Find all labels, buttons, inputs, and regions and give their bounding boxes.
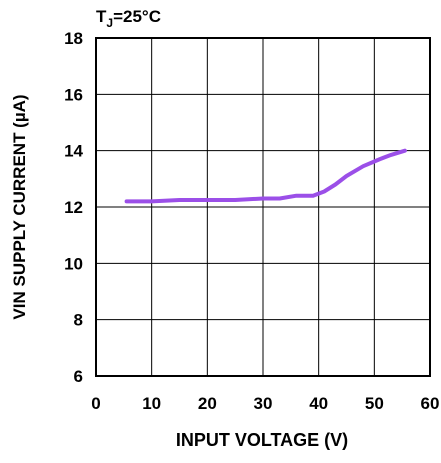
y-tick-labels: 6 8 10 12 14 16 18 [64,29,83,386]
x-tick-label: 30 [254,394,273,413]
x-tick-labels: 0 10 20 30 40 50 60 [91,394,439,413]
annotation-temperature: TJ=25°C [96,7,161,30]
plot-frame [95,37,431,377]
series-line [124,148,407,204]
annotation-rest: =25°C [113,7,161,26]
y-tick-label: 12 [64,198,83,217]
y-tick-label: 14 [64,142,83,161]
x-tick-label: 0 [91,394,100,413]
x-tick-label: 40 [309,394,328,413]
y-tick-label: 18 [64,29,83,48]
x-tick-label: 50 [365,394,384,413]
y-tick-label: 6 [74,367,83,386]
x-axis-label: INPUT VOLTAGE (V) [176,430,348,450]
annotation-subscript: J [106,16,113,30]
grid [96,38,430,376]
x-tick-label: 20 [198,394,217,413]
x-tick-label: 10 [142,394,161,413]
annotation-main: T [96,7,107,26]
y-tick-label: 8 [74,311,83,330]
y-axis-label: VIN SUPPLY CURRENT (µA) [10,94,29,319]
x-tick-label: 60 [421,394,440,413]
y-tick-label: 16 [64,85,83,104]
y-tick-label: 10 [64,254,83,273]
